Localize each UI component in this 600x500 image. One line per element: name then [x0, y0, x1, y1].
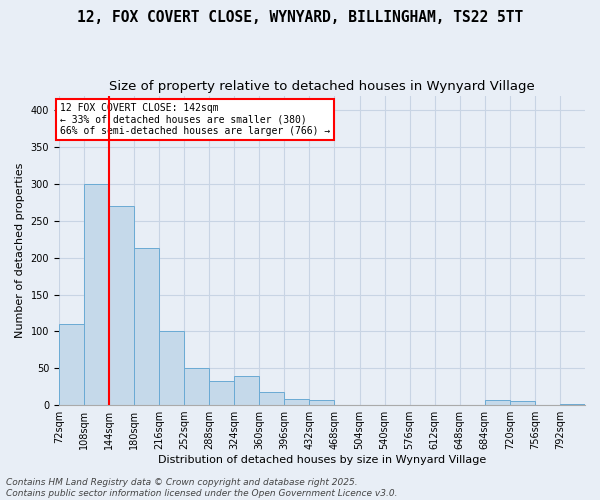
- Bar: [59, 324, 84, 405]
- Y-axis label: Number of detached properties: Number of detached properties: [15, 162, 25, 338]
- Bar: [159, 332, 184, 405]
- Bar: [259, 392, 284, 405]
- Title: Size of property relative to detached houses in Wynyard Village: Size of property relative to detached ho…: [109, 80, 535, 93]
- Bar: [510, 402, 535, 405]
- Bar: [560, 404, 585, 405]
- Bar: [109, 206, 134, 405]
- Bar: [209, 381, 234, 405]
- Bar: [284, 399, 310, 405]
- Text: Contains HM Land Registry data © Crown copyright and database right 2025.
Contai: Contains HM Land Registry data © Crown c…: [6, 478, 398, 498]
- Bar: [234, 376, 259, 405]
- Bar: [485, 400, 510, 405]
- Bar: [84, 184, 109, 405]
- Text: 12 FOX COVERT CLOSE: 142sqm
← 33% of detached houses are smaller (380)
66% of se: 12 FOX COVERT CLOSE: 142sqm ← 33% of det…: [60, 103, 331, 136]
- Text: 12, FOX COVERT CLOSE, WYNYARD, BILLINGHAM, TS22 5TT: 12, FOX COVERT CLOSE, WYNYARD, BILLINGHA…: [77, 10, 523, 25]
- X-axis label: Distribution of detached houses by size in Wynyard Village: Distribution of detached houses by size …: [158, 455, 486, 465]
- Bar: [134, 248, 159, 405]
- Bar: [310, 400, 334, 405]
- Bar: [184, 368, 209, 405]
